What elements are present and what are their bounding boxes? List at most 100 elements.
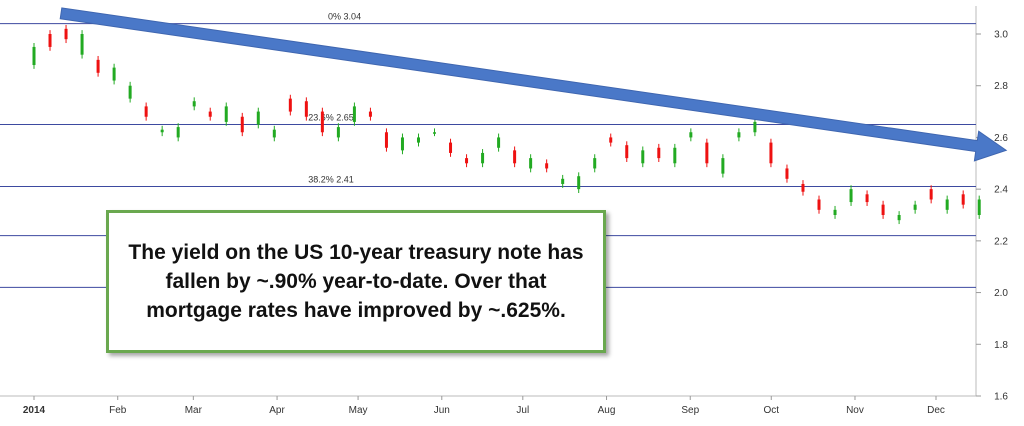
y-tick-label: 2.6: [994, 133, 1008, 144]
candle-body: [272, 129, 276, 138]
candle: [609, 133, 613, 147]
candle: [176, 123, 180, 142]
candle-body: [801, 183, 805, 192]
x-tick-label: Jul: [516, 405, 529, 416]
y-tick-label: 3.0: [994, 30, 1008, 41]
candle: [545, 159, 549, 173]
candle: [929, 185, 933, 204]
candle: [368, 107, 372, 121]
candle-body: [144, 106, 148, 117]
candle-body: [641, 150, 645, 164]
candle-body: [449, 142, 453, 153]
x-tick-label: Sep: [681, 405, 699, 416]
candle: [96, 55, 100, 77]
candle: [513, 146, 517, 168]
y-tick-label: 2.8: [994, 81, 1008, 92]
candle-body: [513, 150, 517, 164]
candle-body: [673, 147, 677, 164]
x-tick-label: Nov: [846, 405, 864, 416]
candle: [705, 138, 709, 168]
fib-level-label: 38.2% 2.41: [308, 175, 354, 185]
candle: [32, 43, 36, 69]
candle-body: [961, 194, 965, 205]
candle-body: [721, 158, 725, 174]
candle: [945, 195, 949, 214]
candles-group: [32, 24, 981, 225]
candle: [865, 190, 869, 206]
candle-body: [609, 137, 613, 143]
candle: [529, 154, 533, 173]
candle-body: [577, 176, 581, 190]
candle-body: [160, 129, 164, 133]
candle-body: [32, 46, 36, 66]
candle: [208, 107, 212, 121]
x-tick-label: Dec: [927, 405, 945, 416]
candle: [352, 102, 356, 126]
candle: [769, 138, 773, 168]
candle-body: [481, 152, 485, 164]
candle: [112, 63, 116, 85]
candle: [304, 97, 308, 121]
candle-body: [849, 189, 853, 203]
candle-body: [336, 127, 340, 138]
candle-body: [240, 116, 244, 133]
candle: [80, 30, 84, 59]
candle-body: [176, 127, 180, 138]
candle-body: [192, 101, 196, 107]
candle-body: [593, 158, 597, 169]
x-tick-label: Feb: [109, 405, 127, 416]
candle: [465, 154, 469, 168]
candle: [272, 125, 276, 142]
x-tick-label: 2014: [23, 405, 46, 416]
candle: [160, 125, 164, 137]
candle-body: [769, 142, 773, 164]
candle: [721, 154, 725, 178]
y-tick-label: 2.0: [994, 288, 1008, 299]
candle-body: [817, 199, 821, 210]
candle: [288, 94, 292, 116]
candle: [128, 81, 132, 103]
candle: [849, 185, 853, 206]
candle: [689, 128, 693, 142]
candle-body: [865, 194, 869, 203]
candle: [497, 133, 501, 152]
candle: [240, 112, 244, 137]
candle-body: [977, 199, 981, 215]
candle: [881, 200, 885, 219]
candle-body: [945, 199, 949, 210]
candle-body: [705, 142, 709, 164]
fib-level-label: 23.6% 2.65: [308, 113, 354, 123]
candle-body: [208, 111, 212, 117]
candle-body: [497, 137, 501, 148]
candle: [48, 30, 52, 51]
candle: [224, 102, 228, 126]
candle-body: [657, 147, 661, 159]
candle-body: [384, 132, 388, 148]
candle: [593, 154, 597, 173]
trend-arrow-group: [59, 7, 1008, 162]
x-tick-label: May: [349, 405, 368, 416]
candle-body: [96, 59, 100, 73]
x-tick-label: Mar: [185, 405, 203, 416]
downtrend-arrow: [59, 7, 1008, 162]
candle-body: [128, 85, 132, 99]
candle-body: [897, 215, 901, 221]
candle-body: [529, 158, 533, 169]
candle: [416, 133, 420, 147]
annotation-callout: The yield on the US 10-year treasury not…: [106, 210, 606, 353]
candle: [753, 118, 757, 137]
candle: [673, 143, 677, 168]
candle-body: [288, 98, 292, 112]
candle-body: [224, 106, 228, 122]
y-tick-label: 1.6: [994, 392, 1008, 403]
candle-body: [256, 111, 260, 125]
candle-body: [929, 189, 933, 200]
x-tick-label: Jun: [434, 405, 450, 416]
y-tick-label: 2.4: [994, 185, 1008, 196]
candle-body: [368, 111, 372, 117]
candle: [561, 174, 565, 188]
candle: [977, 195, 981, 219]
candle: [336, 123, 340, 142]
candle-body: [433, 132, 437, 134]
candle-body: [561, 178, 565, 184]
